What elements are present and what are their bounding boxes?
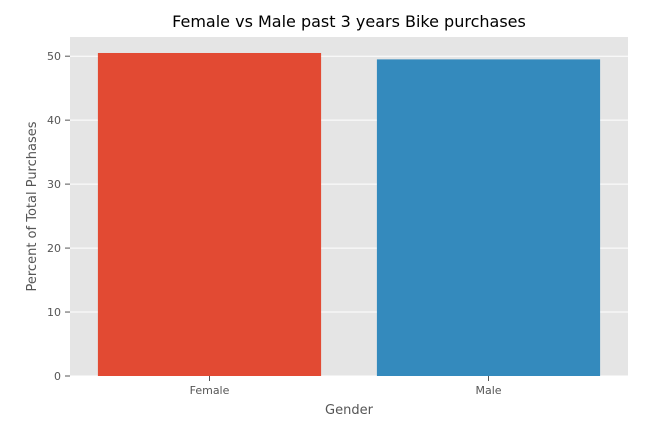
y-tick-label: 50 (47, 50, 61, 63)
bar-male (376, 59, 601, 377)
bar-female (97, 52, 322, 376)
x-tick-label: Female (190, 384, 230, 397)
y-tick-label: 10 (47, 306, 61, 319)
y-tick-label: 0 (54, 370, 61, 383)
x-tick-label: Male (475, 384, 501, 397)
y-tick-label: 40 (47, 114, 61, 127)
x-axis-label: Gender (325, 403, 374, 418)
bars (97, 52, 601, 377)
x-axis-ticks: Female Male (190, 376, 502, 397)
y-axis-ticks: 0 10 20 30 40 50 (47, 50, 70, 383)
y-axis-label: Percent of Total Purchases (25, 121, 40, 291)
y-tick-label: 20 (47, 242, 61, 255)
chart-title: Female vs Male past 3 years Bike purchas… (172, 12, 526, 31)
y-tick-label: 30 (47, 178, 61, 191)
